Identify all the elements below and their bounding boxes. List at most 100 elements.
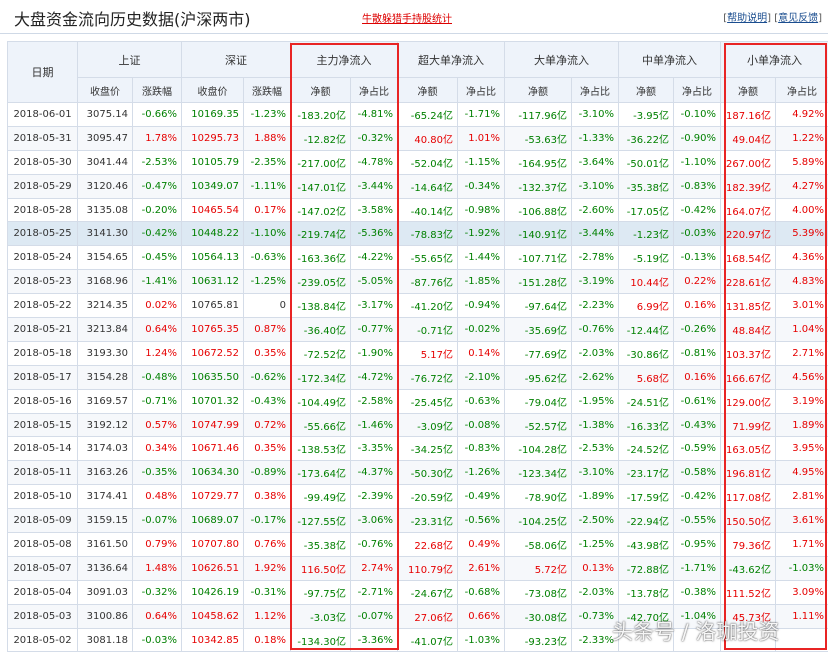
cell-d: -43.98亿 — [618, 532, 674, 557]
cell-dr: -1.10% — [673, 149, 721, 175]
cell-m: -219.74亿 — [290, 221, 351, 247]
cell-x: 164.07亿 — [720, 197, 776, 223]
cell-sz: 10634.30 — [181, 460, 244, 486]
fund-flow-table: 日期 上证 深证 主力净流入 超大单净流入 大单净流入 中单净流入 小单净流入 … — [7, 41, 828, 652]
cell-szc: 1.88% — [243, 125, 291, 151]
date-header[interactable]: 日期 — [7, 41, 78, 103]
cell-sr: -2.10% — [457, 364, 505, 390]
col-mid-ratio[interactable]: 净占比 — [673, 77, 721, 103]
col-large-amount[interactable]: 净额 — [504, 77, 572, 103]
col-sz-close[interactable]: 收盘价 — [181, 77, 244, 103]
cell-d: -17.05亿 — [618, 197, 674, 223]
cell-sr: -0.98% — [457, 197, 505, 223]
cell-xr: 4.27% — [775, 173, 828, 199]
cell-x: 267.00亿 — [720, 149, 776, 175]
col-main-ratio[interactable]: 净占比 — [350, 77, 398, 103]
cell-s: -52.04亿 — [397, 149, 458, 175]
col-super-ratio[interactable]: 净占比 — [457, 77, 505, 103]
cell-l: -151.28亿 — [504, 269, 572, 295]
table-row: 2018-05-08 3161.50 0.79% 10707.80 0.76% -35.3… — [7, 532, 828, 557]
cell-mr: -4.72% — [350, 364, 398, 390]
cell-sz: 10465.54 — [181, 197, 244, 223]
cell-s: -14.64亿 — [397, 173, 458, 199]
cell-sz: 10626.51 — [181, 555, 244, 581]
cell-sr: -0.56% — [457, 508, 505, 534]
cell-shc: -0.07% — [132, 508, 182, 534]
cell-mr: -3.35% — [350, 436, 398, 462]
cell-szc: -1.11% — [243, 173, 291, 199]
cell-s: -23.31亿 — [397, 508, 458, 534]
cell-s: -55.65亿 — [397, 245, 458, 271]
cell-lr: -2.23% — [571, 293, 619, 319]
cell-mr: -4.78% — [350, 149, 398, 175]
cell-lr: -3.10% — [571, 102, 619, 127]
cell-mr: -4.37% — [350, 460, 398, 486]
cell-lr: -3.64% — [571, 149, 619, 175]
cell-sr: 1.01% — [457, 125, 505, 151]
group-header-sz: 深证 — [181, 41, 291, 78]
cell-xr: 4.00% — [775, 197, 828, 223]
col-main-amount[interactable]: 净额 — [290, 77, 351, 103]
cell-shc: 0.48% — [132, 484, 182, 510]
cell-sr: -1.44% — [457, 245, 505, 271]
cell-d: -24.52亿 — [618, 436, 674, 462]
cell-sz: 10349.07 — [181, 173, 244, 199]
cell-sz: 10169.35 — [181, 102, 244, 127]
cell-dr: -0.59% — [673, 436, 721, 462]
cell-xr — [775, 627, 828, 652]
cell-xr: 4.92% — [775, 102, 828, 127]
cell-sh: 3192.12 — [77, 412, 133, 438]
cell-lr: -1.89% — [571, 484, 619, 510]
col-super-amount[interactable]: 净额 — [397, 77, 458, 103]
cell-dr: 0.16% — [673, 364, 721, 390]
cell-sz: 10564.13 — [181, 245, 244, 271]
cell-date: 2018-05-09 — [7, 508, 78, 534]
cell-m: -97.75亿 — [290, 579, 351, 605]
cell-sh: 3141.30 — [77, 221, 133, 247]
cell-shc: 0.57% — [132, 412, 182, 438]
cell-sh: 3169.57 — [77, 388, 133, 414]
cell-x: -43.62亿 — [720, 555, 776, 581]
col-sz-change[interactable]: 涨跌幅 — [243, 77, 291, 103]
cell-date: 2018-05-03 — [7, 603, 78, 629]
table-row: 2018-05-16 3169.57 -0.71% 10701.32 -0.43% -10… — [7, 388, 828, 414]
table-row: 2018-05-18 3193.30 1.24% 10672.52 0.35% -72.5… — [7, 340, 828, 366]
cell-l: -97.64亿 — [504, 293, 572, 319]
cell-dr: 0.22% — [673, 269, 721, 295]
cell-d: -35.38亿 — [618, 173, 674, 199]
col-large-ratio[interactable]: 净占比 — [571, 77, 619, 103]
cell-s: -65.24亿 — [397, 102, 458, 127]
cell-sh: 3163.26 — [77, 460, 133, 486]
cell-szc: 0.35% — [243, 340, 291, 366]
cell-s: -20.59亿 — [397, 484, 458, 510]
col-sh-change[interactable]: 涨跌幅 — [132, 77, 182, 103]
cell-xr: 2.81% — [775, 484, 828, 510]
cell-dr: 0.16% — [673, 293, 721, 319]
col-small-amount[interactable]: 净额 — [720, 77, 776, 103]
cell-d: -17.59亿 — [618, 484, 674, 510]
cell-x — [720, 627, 776, 652]
col-sh-close[interactable]: 收盘价 — [77, 77, 133, 103]
cell-s: -3.09亿 — [397, 412, 458, 438]
cell-x: 131.85亿 — [720, 293, 776, 319]
feedback-link[interactable]: 意见反馈 — [778, 13, 819, 24]
cell-x: 103.37亿 — [720, 340, 776, 366]
table-row: 2018-05-15 3192.12 0.57% 10747.99 0.72% -55.6… — [7, 412, 828, 438]
cell-l: -107.71亿 — [504, 245, 572, 271]
cell-d: -13.78亿 — [618, 579, 674, 605]
cell-xr: 3.19% — [775, 388, 828, 414]
cell-s: -41.20亿 — [397, 293, 458, 319]
cell-shc: -0.42% — [132, 221, 182, 247]
col-mid-amount[interactable]: 净额 — [618, 77, 674, 103]
holding-stats-link[interactable]: 牛散躲猎手持股统计 — [362, 14, 452, 25]
help-link[interactable]: 帮助说明 — [727, 13, 768, 24]
cell-xr: -1.03% — [775, 555, 828, 581]
cell-s: -40.14亿 — [397, 197, 458, 223]
cell-sh: 3159.15 — [77, 508, 133, 534]
col-small-ratio[interactable]: 净占比 — [775, 77, 828, 103]
table-row: 2018-05-07 3136.64 1.48% 10626.51 1.92% 116.5… — [7, 555, 828, 581]
cell-xr: 1.04% — [775, 317, 828, 342]
cell-sr: -0.02% — [457, 317, 505, 342]
cell-s: 40.80亿 — [397, 125, 458, 151]
watermark-text: 头条号 / 洛珈投资 — [612, 620, 780, 644]
